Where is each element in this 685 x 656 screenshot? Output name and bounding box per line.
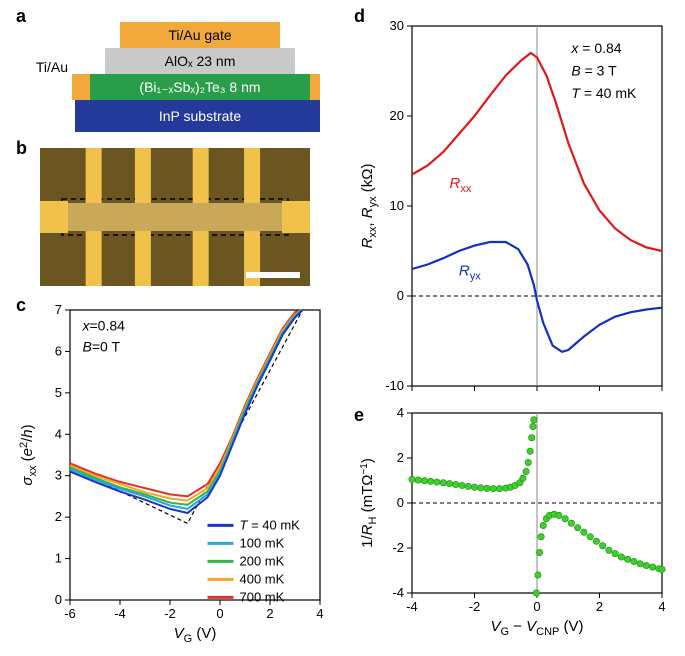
svg-text:2: 2 xyxy=(596,599,603,614)
svg-text:30: 30 xyxy=(390,18,404,33)
svg-text:T = 40 mK: T = 40 mK xyxy=(240,517,301,532)
svg-text:Ti/Au: Ti/Au xyxy=(36,59,68,75)
label-a: a xyxy=(16,6,26,27)
svg-text:400 mK: 400 mK xyxy=(240,571,285,586)
svg-text:-4: -4 xyxy=(406,599,418,614)
svg-text:B=0 T: B=0 T xyxy=(83,338,121,354)
svg-text:2: 2 xyxy=(266,606,273,621)
svg-text:2: 2 xyxy=(55,509,62,524)
svg-text:4: 4 xyxy=(316,606,323,621)
svg-text:0: 0 xyxy=(55,592,62,607)
svg-text:-2: -2 xyxy=(164,606,176,621)
svg-text:-4: -4 xyxy=(114,606,126,621)
svg-text:0: 0 xyxy=(397,495,404,510)
svg-text:σxx (e2/h): σxx (e2/h) xyxy=(18,424,39,485)
svg-text:0: 0 xyxy=(533,599,540,614)
svg-text:x = 0.84: x = 0.84 xyxy=(570,40,621,56)
svg-text:10: 10 xyxy=(390,198,404,213)
svg-text:-2: -2 xyxy=(392,540,404,555)
svg-text:4: 4 xyxy=(658,599,665,614)
svg-text:Rxx: Rxx xyxy=(450,175,472,195)
panel-c-chart: -6 -4 -2 0 2 4 0 1 2 3 4 5 6 7 σxx (e2/h) VG (V) x=0.84 B… xyxy=(8,300,338,650)
svg-text:0: 0 xyxy=(397,288,404,303)
svg-text:VG − VCNP (V): VG − VCNP (V) xyxy=(490,618,583,638)
svg-text:4: 4 xyxy=(397,405,404,420)
svg-text:Ryx: Ryx xyxy=(459,262,481,282)
svg-text:-2: -2 xyxy=(469,599,481,614)
svg-text:InP substrate: InP substrate xyxy=(159,108,241,124)
svg-text:Ti/Au gate: Ti/Au gate xyxy=(168,27,232,43)
svg-text:2: 2 xyxy=(397,450,404,465)
svg-text:(Bi₁₋ₓSbₓ)₂Te₃ 8 nm: (Bi₁₋ₓSbₓ)₂Te₃ 8 nm xyxy=(139,79,260,95)
svg-text:100 mK: 100 mK xyxy=(240,535,285,550)
svg-text:700 mK: 700 mK xyxy=(240,589,285,604)
svg-text:3: 3 xyxy=(55,468,62,483)
svg-text:5: 5 xyxy=(55,385,62,400)
svg-text:20: 20 xyxy=(390,108,404,123)
svg-text:T = 40 mK: T = 40 mK xyxy=(571,85,637,101)
svg-text:B = 3 T: B = 3 T xyxy=(571,63,617,79)
svg-text:-6: -6 xyxy=(64,606,76,621)
svg-text:AlOₓ 23 nm: AlOₓ 23 nm xyxy=(165,53,236,69)
svg-text:1/RH (mTΩ−1): 1/RH (mTΩ−1) xyxy=(359,458,379,548)
svg-text:200 mK: 200 mK xyxy=(240,553,285,568)
svg-text:6: 6 xyxy=(55,343,62,358)
svg-text:-10: -10 xyxy=(385,378,404,393)
svg-text:0: 0 xyxy=(216,606,223,621)
label-b: b xyxy=(16,138,27,159)
svg-text:VG (V): VG (V) xyxy=(174,625,217,645)
svg-text:4: 4 xyxy=(55,426,62,441)
svg-text:Rxx, Ryx (kΩ): Rxx, Ryx (kΩ) xyxy=(359,164,379,249)
panel-e-chart: -4 -2 0 2 4 -4 -2 0 2 4 1/RH (mTΩ−1) VG − VCNP (V) xyxy=(350,405,680,650)
panel-d-chart: -10 0 10 20 30 Rxx Ryx Rxx, Ryx (kΩ) x = 0.84 B =… xyxy=(350,8,680,408)
panel-b-micrograph xyxy=(30,142,320,292)
svg-text:x=0.84: x=0.84 xyxy=(82,318,126,334)
panel-a-stack: Ti/Au gate AlOₓ 23 nm (Bi₁₋ₓSbₓ)₂Te₃ 8 nm I… xyxy=(30,8,320,136)
svg-text:7: 7 xyxy=(55,302,62,317)
svg-text:-4: -4 xyxy=(392,585,404,600)
svg-text:1: 1 xyxy=(55,551,62,566)
